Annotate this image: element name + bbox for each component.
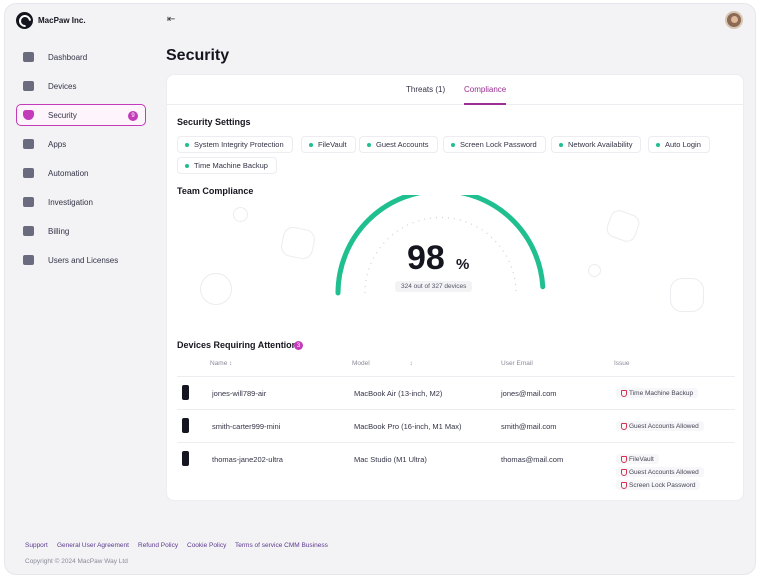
mac-device-icon xyxy=(182,451,189,466)
dashboard-icon xyxy=(23,52,34,62)
attention-count-badge: 3 xyxy=(294,341,303,350)
sidebar-item-label: Billing xyxy=(48,226,70,236)
issue-tag: Guest Accounts Allowed xyxy=(616,421,704,431)
footer-link-support[interactable]: Support xyxy=(25,542,48,549)
row-divider xyxy=(177,442,735,443)
device-model: MacBook Pro (16-inch, M1 Max) xyxy=(354,422,462,431)
users-icon xyxy=(23,255,34,265)
compliance-gauge xyxy=(335,195,546,296)
compliance-card: Threats (1) Compliance Security Settings… xyxy=(166,74,744,501)
sidebar-item-billing[interactable]: Billing xyxy=(16,220,146,242)
sidebar-item-label: Users and Licenses xyxy=(48,255,119,265)
sidebar-item-label: Devices xyxy=(48,81,77,91)
apps-icon xyxy=(23,139,34,149)
automation-icon xyxy=(23,168,34,178)
sidebar-item-investigation[interactable]: Investigation xyxy=(16,191,146,213)
tab-compliance[interactable]: Compliance xyxy=(464,85,507,105)
column-header-email: User Email xyxy=(501,360,533,367)
copyright-text: Copyright © 2024 MacPaw Way Ltd xyxy=(25,558,128,565)
decorative-circle xyxy=(233,207,248,222)
gauge-progress-arc xyxy=(335,195,546,296)
avatar[interactable] xyxy=(725,11,743,29)
device-name: smith-carter999-mini xyxy=(212,422,281,431)
sidebar-item-label: Security xyxy=(48,110,77,120)
user-email: thomas@mail.com xyxy=(501,455,564,464)
collapse-left-icon[interactable]: ⇤ xyxy=(167,14,176,25)
issue-tag: Screen Lock Password xyxy=(616,480,701,490)
footer-link-refund-policy[interactable]: Refund Policy xyxy=(138,542,179,549)
devices-attention-title: Devices Requiring Attention xyxy=(177,340,298,350)
row-divider xyxy=(177,376,735,377)
device-name: jones-will789-air xyxy=(212,389,267,398)
billing-icon xyxy=(23,226,34,236)
footer-link-cookie-policy[interactable]: Cookie Policy xyxy=(187,542,227,549)
security-count-badge: 9 xyxy=(128,111,138,121)
sidebar-item-devices[interactable]: Devices xyxy=(16,75,146,97)
devices-icon xyxy=(23,81,34,91)
setting-chip: Screen Lock Password xyxy=(443,136,546,153)
app-window: MacPaw Inc. ⇤ Dashboard Devices Security… xyxy=(4,3,756,575)
decorative-circle xyxy=(200,273,232,305)
device-name: thomas-jane202-ultra xyxy=(212,455,283,464)
macpaw-logo-icon xyxy=(16,12,33,29)
compliance-percent-sign: % xyxy=(456,256,470,273)
user-email: jones@mail.com xyxy=(501,389,557,398)
column-header-model[interactable]: Model ↕ xyxy=(352,360,413,367)
user-email: smith@mail.com xyxy=(501,422,557,431)
mac-device-icon xyxy=(182,418,189,433)
setting-chip: FileVault xyxy=(301,136,356,153)
setting-chip: Time Machine Backup xyxy=(177,157,277,174)
sidebar-item-security[interactable]: Security 9 xyxy=(16,104,146,126)
footer-link-user-agreement[interactable]: General User Agreement xyxy=(57,542,129,549)
sort-icon: ↕ xyxy=(409,360,413,367)
tab-threats[interactable]: Threats (1) xyxy=(406,85,446,94)
investigation-icon xyxy=(23,197,34,207)
tab-bar: Threats (1) Compliance xyxy=(167,75,743,105)
issue-tag: FileVault xyxy=(616,454,659,464)
security-settings-title: Security Settings xyxy=(177,117,251,127)
sidebar-item-dashboard[interactable]: Dashboard xyxy=(16,46,146,68)
setting-chip: Network Availability xyxy=(551,136,642,153)
issue-tag: Guest Accounts Allowed xyxy=(616,467,704,477)
sort-icon: ↕ xyxy=(229,360,233,367)
footer-link-terms[interactable]: Terms of service CMM Business xyxy=(235,542,328,549)
decorative-shape xyxy=(279,225,317,261)
column-header-label: Name xyxy=(210,360,228,367)
sidebar-item-label: Automation xyxy=(48,168,89,178)
row-divider xyxy=(177,409,735,410)
column-header-name[interactable]: Name ↕ xyxy=(210,360,232,367)
compliant-devices-count: 324 out of 327 devices xyxy=(395,281,473,292)
decorative-shape xyxy=(604,207,642,245)
mac-device-icon xyxy=(182,385,189,400)
setting-chip: Auto Login xyxy=(648,136,710,153)
sidebar: Dashboard Devices Security 9 Apps Automa… xyxy=(16,46,146,278)
sidebar-item-label: Apps xyxy=(48,139,67,149)
team-compliance-title: Team Compliance xyxy=(177,186,254,196)
sidebar-item-users-and-licenses[interactable]: Users and Licenses xyxy=(16,249,146,271)
column-header-issue: Issue xyxy=(614,360,630,367)
device-model: Mac Studio (M1 Ultra) xyxy=(354,455,427,464)
compliance-percent: 98 xyxy=(407,239,445,277)
setting-chip: Guest Accounts xyxy=(359,136,438,153)
device-model: MacBook Air (13-inch, M2) xyxy=(354,389,443,398)
page-title: Security xyxy=(166,47,230,64)
setting-chip: System Integrity Protection xyxy=(177,136,293,153)
decorative-circle xyxy=(588,264,601,277)
brand-name: MacPaw Inc. xyxy=(38,16,86,25)
shield-icon xyxy=(23,110,34,120)
decorative-shape xyxy=(670,278,704,312)
sidebar-item-label: Dashboard xyxy=(48,52,88,62)
column-header-label: Model xyxy=(352,360,370,367)
sidebar-item-label: Investigation xyxy=(48,197,93,207)
issue-tag: Time Machine Backup xyxy=(616,388,699,398)
sidebar-item-apps[interactable]: Apps xyxy=(16,133,146,155)
sidebar-item-automation[interactable]: Automation xyxy=(16,162,146,184)
